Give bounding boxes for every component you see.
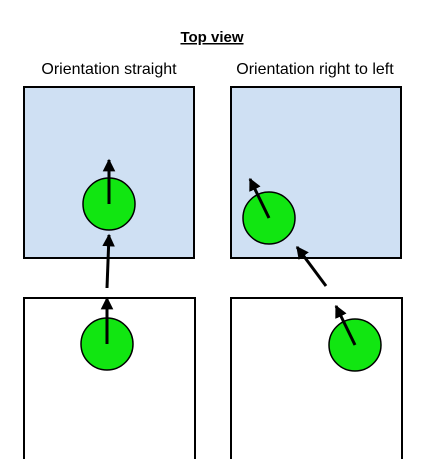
heading-arrow-right-top bbox=[248, 177, 271, 219]
column-label-straight: Orientation straight bbox=[41, 61, 177, 78]
right-bottom-region bbox=[230, 297, 403, 459]
movement-arrow-left bbox=[102, 233, 115, 289]
column-label-right-to-left: Orientation right to left bbox=[236, 61, 394, 78]
movement-arrow-right bbox=[295, 245, 328, 287]
diagram-title: Top view bbox=[180, 29, 243, 46]
heading-arrow-right-bottom bbox=[334, 304, 357, 346]
